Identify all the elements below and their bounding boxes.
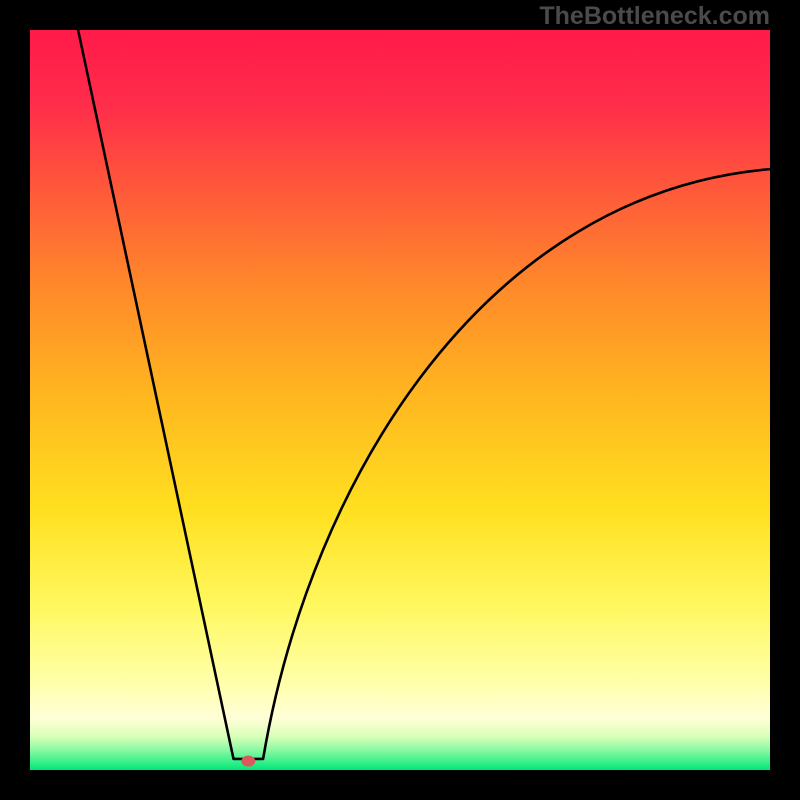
plot-background-gradient xyxy=(30,30,770,770)
chart-stage: TheBottleneck.com xyxy=(0,0,800,800)
minimum-marker xyxy=(241,756,255,767)
chart-svg xyxy=(0,0,800,800)
